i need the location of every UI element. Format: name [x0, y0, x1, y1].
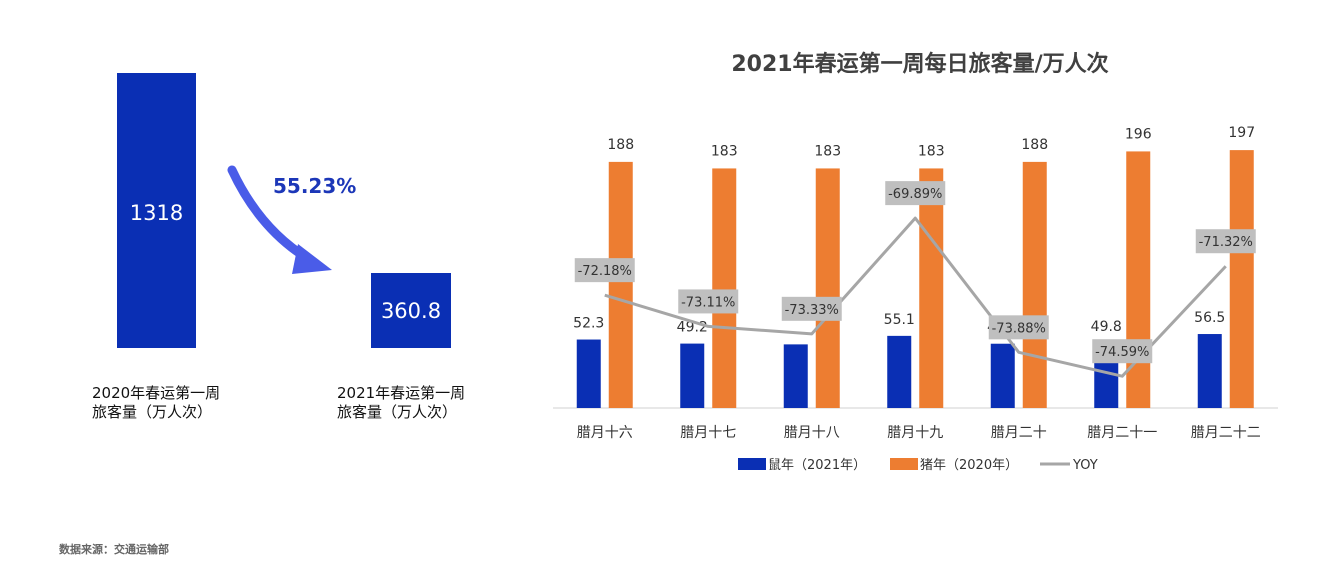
yoy-label-box-4 [988, 315, 1049, 340]
bar-2021-4 [990, 343, 1015, 408]
bar-2021-label-5: 49.8 [1091, 319, 1122, 335]
bar-2020-1 [712, 168, 737, 408]
bar-2020-6 [1229, 150, 1254, 409]
yoy-line [604, 216, 1227, 378]
bar-2020-label-5: 196 [1125, 126, 1152, 142]
x-tick-label-4: 腊月二十 [991, 425, 1047, 441]
legend-2020-label: 猪年（2020年） [920, 458, 1018, 473]
bar-2020-3 [919, 168, 944, 408]
bar-2020-label-3: 183 [918, 143, 945, 159]
yoy-label-2: -73.33% [785, 303, 839, 318]
bar-2020-label-1: 183 [711, 143, 738, 159]
bar-2021-1 [680, 343, 705, 408]
yoy-label-0: -72.18% [578, 264, 632, 279]
data-source: 数据来源：交通运输部 [59, 543, 169, 556]
bar-2020-label-0: 188 [607, 137, 634, 153]
x-tick-label-3: 腊月十九 [887, 425, 943, 441]
bar-2020-label-2: 183 [814, 143, 841, 159]
bar-2021-label-6: 56.5 [1194, 310, 1225, 326]
bar-2021-3 [887, 335, 912, 408]
chart-title: 2021年春运第一周每日旅客量/万人次 [731, 52, 1109, 77]
bar-2021-label-0: 52.3 [573, 316, 604, 332]
x-tick-label-0: 腊月十六 [577, 425, 633, 441]
bar-2020-4 [1022, 161, 1047, 408]
bar-2020: 1318 [117, 73, 196, 348]
x-tick-label-1: 腊月十七 [680, 425, 736, 441]
yoy-label-1: -73.11% [681, 295, 735, 310]
bar-2021-value: 360.8 [380, 299, 442, 323]
caption-2021-line2: 旅客量（万人次） [337, 403, 458, 421]
caption-2021: 2021年春运第一周 旅客量（万人次） [337, 384, 465, 422]
bar-2021-2 [783, 344, 808, 408]
yoy-label-3: -69.89% [888, 187, 942, 202]
yoy-label-box-1 [678, 289, 739, 314]
bar-2020-value: 1318 [129, 201, 184, 225]
legend-2020-swatch [890, 458, 918, 470]
yoy-label-box-6 [1195, 229, 1256, 254]
yoy-label-5: -74.59% [1095, 345, 1149, 360]
bar-2020-0 [608, 161, 633, 408]
bar-2020-label-4: 188 [1021, 137, 1048, 153]
bar-2020-5 [1126, 151, 1151, 408]
bar-2021: 360.8 [371, 273, 451, 348]
x-tick-label-5: 腊月二十一 [1087, 425, 1157, 441]
yoy-label-6: -71.32% [1199, 235, 1253, 250]
change-percentage: 55.23% [273, 174, 357, 198]
x-tick-label-6: 腊月二十二 [1191, 425, 1261, 441]
x-tick-label-2: 腊月十八 [784, 425, 840, 441]
bar-2021-label-3: 55.1 [884, 312, 915, 328]
decrease-arrow-icon [227, 165, 332, 274]
legend-2021-label: 鼠年（2021年） [768, 458, 866, 473]
bar-2021-0 [576, 339, 601, 408]
caption-2020-line1: 2020年春运第一周 [92, 384, 221, 402]
yoy-label-box-2 [781, 296, 842, 321]
bar-2021-6 [1197, 334, 1222, 408]
bar-2020-label-6: 197 [1228, 125, 1255, 141]
legend-yoy-label: YOY [1072, 458, 1098, 473]
yoy-label-4: -73.88% [992, 321, 1046, 336]
yoy-label-box-5 [1092, 339, 1153, 364]
yoy-label-box-3 [885, 181, 946, 206]
caption-2021-line1: 2021年春运第一周 [337, 384, 466, 402]
bar-2020-2 [815, 168, 840, 408]
caption-2020-line2: 旅客量（万人次） [92, 403, 213, 421]
legend-2021-swatch [738, 458, 766, 470]
yoy-label-box-0 [574, 258, 635, 283]
caption-2020: 2020年春运第一周 旅客量（万人次） [92, 384, 220, 422]
